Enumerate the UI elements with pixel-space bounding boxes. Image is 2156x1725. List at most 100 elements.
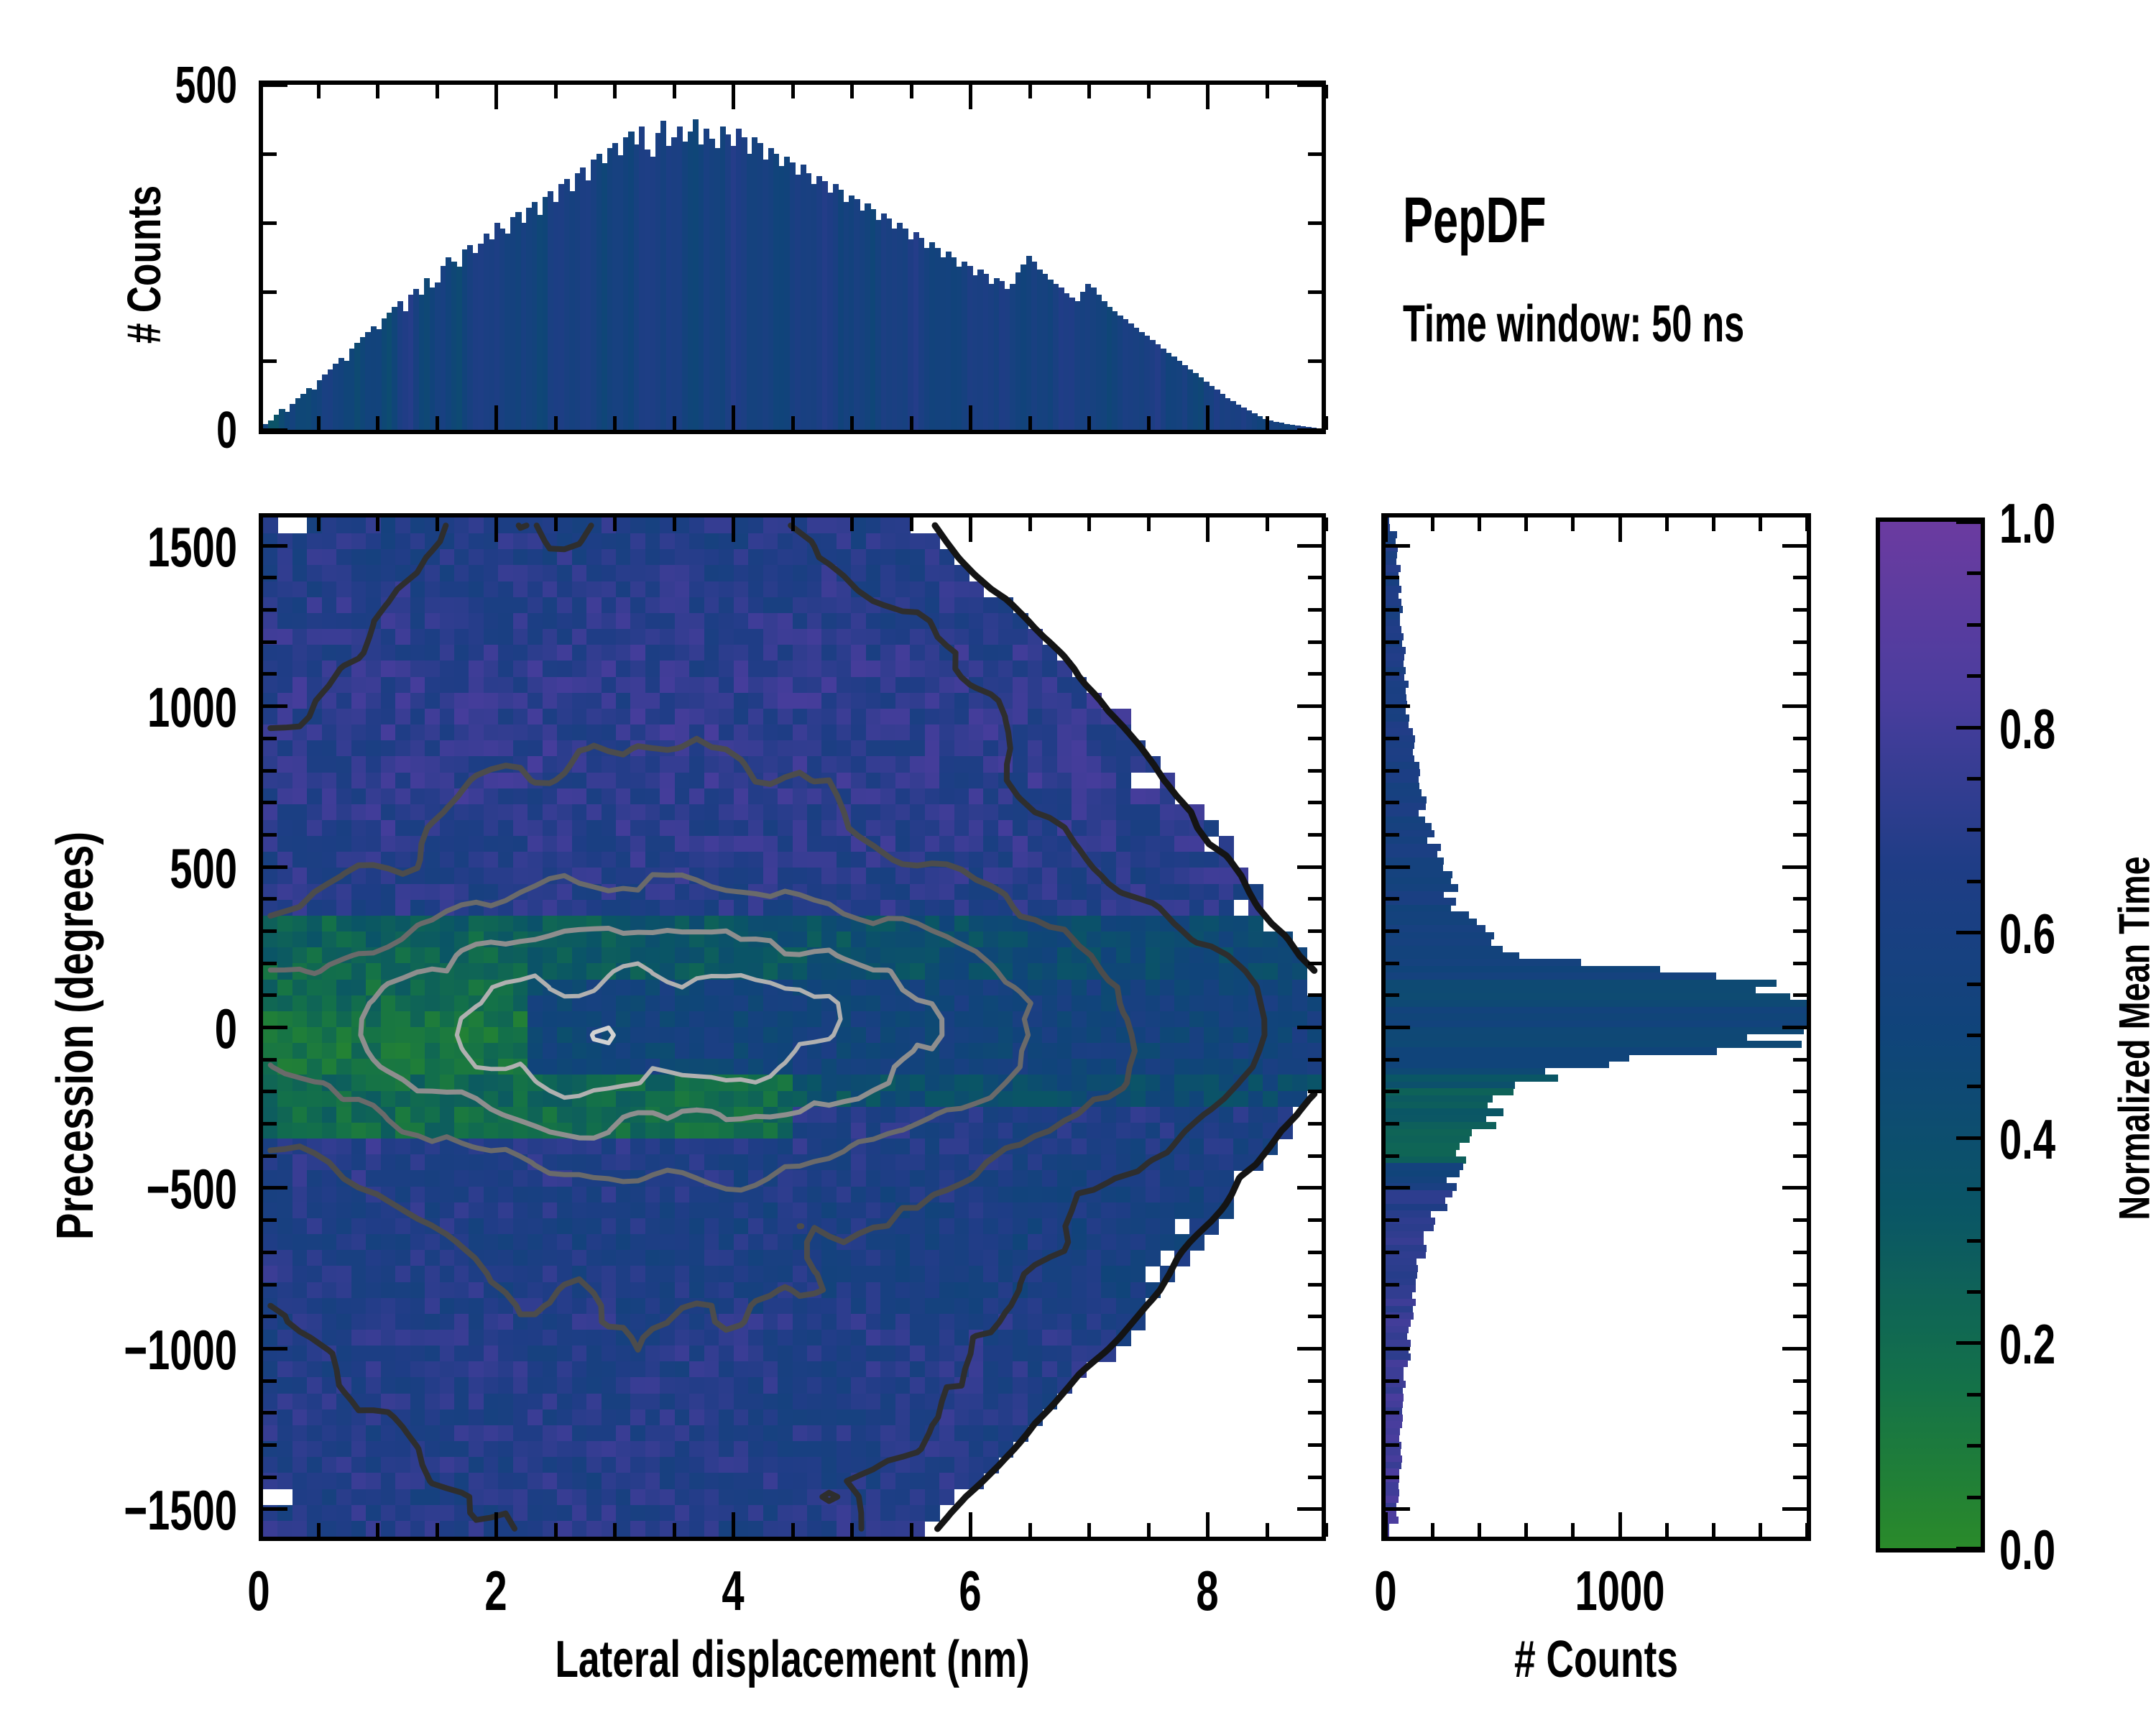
heatmap-cell	[601, 1106, 617, 1123]
heatmap-cell	[292, 947, 308, 965]
heatmap-cell	[1086, 1090, 1102, 1108]
heatmap-cell	[571, 1266, 587, 1283]
heatmap-cell	[410, 1346, 425, 1362]
heatmap-cell	[689, 581, 705, 598]
heatmap-cell	[630, 788, 646, 805]
heatmap-cell	[292, 1154, 308, 1172]
heatmap-cell	[528, 1520, 543, 1537]
heatmap-cell	[821, 612, 837, 630]
heatmap-cell	[542, 1027, 558, 1044]
tick-mark	[263, 1475, 277, 1479]
heatmap-cell	[821, 979, 837, 996]
heatmap-cell	[351, 1409, 367, 1426]
heatmap-cell	[453, 1473, 470, 1490]
heatmap-cell	[366, 1361, 382, 1379]
heatmap-cell	[571, 1393, 587, 1410]
tick-mark	[316, 1523, 321, 1537]
heatmap-cell	[660, 1122, 676, 1139]
histogram-bar	[510, 217, 517, 430]
heatmap-cell	[586, 1377, 602, 1394]
heatmap-cell	[998, 804, 1014, 821]
heatmap-cell	[645, 629, 661, 645]
histogram-bar	[1386, 1115, 1486, 1123]
heatmap-cell	[910, 1329, 926, 1346]
heatmap-cell	[895, 1346, 911, 1362]
histogram-bar	[1386, 735, 1416, 742]
heatmap-cell	[806, 1441, 823, 1458]
heatmap-cell	[660, 1346, 676, 1362]
histogram-bar	[520, 223, 527, 430]
heatmap-cell	[512, 1282, 528, 1299]
heatmap-cell	[733, 772, 749, 789]
tick-mark	[1386, 1379, 1399, 1383]
heatmap-cell	[351, 518, 367, 534]
histogram-bar	[1386, 1394, 1404, 1402]
histogram-bar	[1273, 421, 1279, 430]
heatmap-cell	[851, 1473, 867, 1490]
heatmap-cell	[1159, 772, 1176, 789]
heatmap-cell	[1145, 932, 1161, 948]
heatmap-cell	[1101, 1075, 1117, 1092]
heatmap-cell	[380, 692, 396, 709]
heatmap-cell	[704, 932, 719, 948]
heatmap-cell	[969, 708, 985, 725]
heatmap-cell	[469, 1346, 484, 1362]
heatmap-cell	[1292, 963, 1308, 980]
heatmap-cell	[719, 1011, 734, 1028]
heatmap-cell	[277, 629, 293, 645]
heatmap-cell	[763, 836, 778, 852]
tick-mark	[1386, 961, 1399, 965]
tick-mark	[1028, 85, 1032, 98]
heatmap-cell	[1233, 1075, 1249, 1092]
heatmap-cell	[1145, 979, 1161, 996]
heatmap-cell	[542, 852, 558, 869]
heatmap-cell	[806, 1090, 823, 1108]
heatmap-cell	[557, 1504, 573, 1522]
heatmap-cell	[483, 1297, 499, 1315]
heatmap-cell	[704, 883, 719, 901]
heatmap-cell	[336, 518, 352, 534]
heatmap-cell	[645, 947, 661, 965]
heatmap-cell	[763, 883, 778, 901]
heatmap-cell	[1027, 772, 1043, 789]
heatmap-cell	[821, 1457, 837, 1474]
histogram-bar	[1386, 1230, 1424, 1238]
heatmap-cell	[865, 883, 881, 901]
histogram-bar	[628, 132, 635, 430]
heatmap-cell	[954, 740, 969, 758]
heatmap-cell	[1130, 1059, 1146, 1076]
heatmap-cell	[806, 1313, 823, 1330]
heatmap-cell	[277, 932, 293, 948]
heatmap-cell	[528, 1489, 543, 1506]
histogram-bar	[1257, 415, 1263, 430]
histogram-bar	[1386, 1312, 1414, 1320]
heatmap-cell	[1218, 947, 1234, 965]
heatmap-cell	[880, 1186, 896, 1203]
heatmap-cell	[395, 1457, 411, 1474]
heatmap-cell	[748, 1043, 764, 1060]
heatmap-cell	[307, 645, 323, 662]
heatmap-cell	[601, 692, 617, 709]
heatmap-cell	[307, 724, 323, 741]
heatmap-cell	[542, 1043, 558, 1060]
heatmap-cell	[792, 1361, 808, 1379]
heatmap-cell	[865, 979, 881, 996]
heatmap-cell	[616, 756, 632, 773]
heatmap-cell	[512, 565, 528, 582]
heatmap-cell	[1248, 1154, 1263, 1172]
heatmap-cell	[277, 1154, 293, 1172]
heatmap-cell	[910, 1011, 926, 1028]
heatmap-cell	[571, 883, 587, 901]
heatmap-cell	[336, 1425, 352, 1442]
heatmap-cell	[307, 995, 323, 1012]
heatmap-cell	[954, 565, 969, 582]
heatmap-cell	[865, 1504, 881, 1522]
heatmap-cell	[336, 1329, 352, 1346]
heatmap-cell	[733, 1473, 749, 1490]
heatmap-cell	[630, 692, 646, 709]
heatmap-cell	[1013, 1329, 1028, 1346]
heatmap-cell	[836, 1329, 852, 1346]
colorbar-tick-0.8: 0.8	[1999, 696, 2056, 760]
tick-mark	[1308, 290, 1322, 294]
heatmap-cell	[425, 1075, 441, 1092]
